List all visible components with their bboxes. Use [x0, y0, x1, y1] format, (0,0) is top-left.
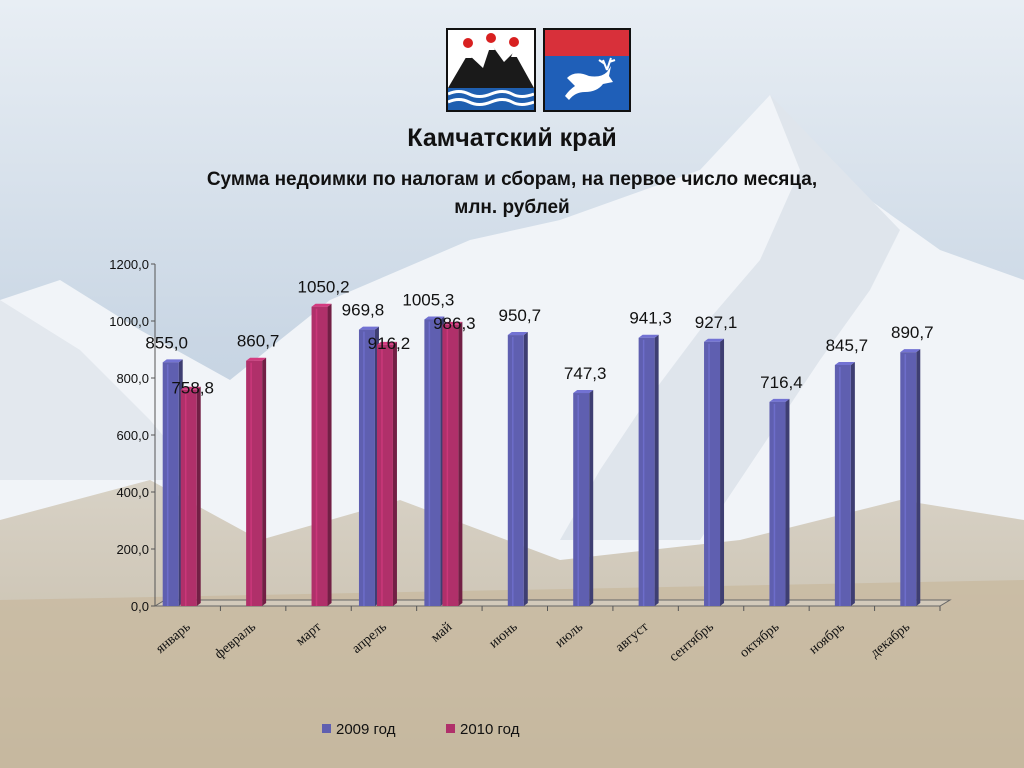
bar-2010	[246, 360, 263, 606]
y-tick-label: 1200,0	[109, 257, 149, 272]
bar-top-face	[162, 359, 183, 363]
x-tick-label: апрель	[349, 620, 389, 657]
bar-side-face	[916, 349, 921, 606]
x-tick-label: октябрь	[737, 620, 782, 661]
bar-side-face	[785, 398, 790, 606]
bar-2009	[573, 393, 590, 606]
koryak-emblem-logo	[543, 28, 631, 112]
bar-2009	[769, 401, 786, 606]
data-label: 950,7	[499, 306, 542, 325]
y-tick-label: 800,0	[116, 371, 149, 386]
bar-top-face	[246, 357, 267, 361]
data-label: 860,7	[237, 332, 280, 351]
x-tick-label: май	[428, 619, 455, 645]
bar-top-face	[358, 326, 379, 330]
data-label: 855,0	[145, 333, 188, 352]
x-tick-label: ноябрь	[807, 620, 848, 658]
bar-top-face	[376, 341, 397, 345]
bar-side-face	[458, 321, 463, 606]
bar-side-face	[392, 341, 397, 606]
data-label: 890,7	[891, 323, 934, 342]
bar-top-face	[638, 334, 659, 338]
chart-title: Камчатский край	[407, 124, 617, 152]
y-tick-label: 600,0	[116, 428, 149, 443]
y-tick-label: 200,0	[116, 542, 149, 557]
bar-top-face	[311, 303, 332, 307]
bar-side-face	[850, 361, 855, 606]
bar-top-face	[180, 386, 201, 390]
bar-side-face	[327, 303, 332, 606]
data-label: 986,3	[433, 314, 476, 333]
bar-top-face	[442, 321, 463, 325]
y-tick-label: 1000,0	[109, 314, 149, 329]
data-label: 969,8	[342, 301, 385, 320]
bar-top-face	[704, 338, 725, 342]
x-tick-label: июль	[553, 620, 586, 651]
x-tick-label: февраль	[212, 620, 259, 663]
data-label: 1005,3	[402, 290, 454, 309]
bar-2009	[638, 337, 655, 606]
bar-top-face	[900, 349, 921, 353]
x-tick-label: декабрь	[868, 620, 913, 661]
bar-top-face	[424, 316, 445, 320]
x-tick-label: август	[613, 620, 652, 656]
bar-2009	[507, 335, 524, 606]
bar-2009	[424, 319, 441, 606]
bar-side-face	[654, 334, 659, 606]
x-tick-label: июнь	[487, 620, 521, 652]
bar-top-face	[769, 398, 790, 402]
bar-2010	[376, 344, 393, 606]
bar-2010	[442, 324, 459, 606]
x-tick-label: март	[293, 620, 324, 649]
bar-2009	[834, 364, 851, 606]
data-label: 845,7	[826, 336, 869, 355]
bar-side-face	[589, 390, 594, 606]
bar-side-face	[196, 386, 201, 606]
x-axis-floor	[153, 599, 952, 607]
bar-2009	[162, 362, 179, 606]
legend-swatch-2010	[446, 724, 455, 733]
bar-2010	[311, 306, 328, 606]
legend-label: 2009 год	[336, 721, 396, 738]
bar-side-face	[262, 357, 267, 606]
x-tick-label: январь	[153, 620, 193, 657]
y-tick-label: 400,0	[116, 485, 149, 500]
data-label: 716,4	[760, 373, 803, 392]
bar-side-face	[523, 332, 528, 606]
data-label: 916,2	[368, 334, 411, 353]
data-label: 747,3	[564, 364, 607, 383]
bar-2009	[704, 341, 721, 606]
data-label: 927,1	[695, 313, 738, 332]
kamchatka-emblem-logo	[446, 28, 536, 112]
chart-subtitle-line-2: млн. рублей	[454, 197, 570, 218]
chart-subtitle-line-1: Сумма недоимки по налогам и сборам, на п…	[206, 169, 818, 190]
bar-side-face	[720, 338, 725, 606]
data-label: 941,3	[629, 309, 672, 328]
data-label: 758,8	[171, 379, 214, 398]
legend-label: 2010 год	[460, 721, 520, 738]
x-tick-label: сентябрь	[667, 620, 717, 666]
bar-2009	[358, 329, 375, 606]
bar-top-face	[834, 361, 855, 365]
chart-subtitle: Сумма недоимки по налогам и сборам, на п…	[0, 166, 1024, 222]
bar-top-face	[507, 332, 528, 336]
bar-2009	[900, 352, 917, 606]
bar-top-face	[573, 390, 594, 394]
y-tick-label: 0,0	[131, 599, 149, 614]
data-label: 1050,2	[298, 278, 350, 297]
legend-swatch-2009	[322, 724, 331, 733]
bar-2010	[180, 389, 197, 606]
